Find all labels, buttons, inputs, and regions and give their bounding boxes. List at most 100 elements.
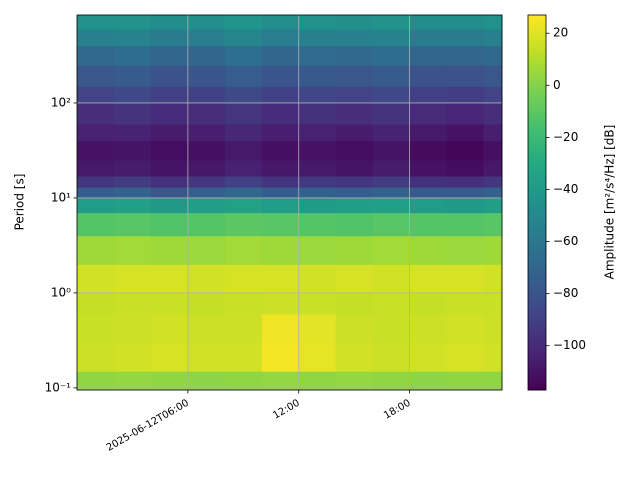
colorbar-segment [528,40,546,44]
heatmap-cell [335,65,374,87]
heatmap-cell [298,15,337,30]
heatmap-cell [446,235,485,265]
heatmap-cell [298,187,337,199]
heatmap-cell [261,371,300,391]
heatmap-cell [150,45,189,66]
colorbar-segment [528,105,546,110]
colorbar-segment [528,240,546,244]
colorbar-segment [528,68,546,72]
heatmap-cell [372,176,411,188]
heatmap-cell [261,264,300,294]
colorbar-segment [528,377,546,382]
heatmap-cell [224,235,263,265]
y-tick-label: 10⁰ [51,285,71,299]
colorbar-segment [528,111,546,116]
heatmap-cell [187,45,226,66]
heatmap-cell [77,29,115,47]
colorbar-segment [528,36,546,41]
colorbar-segment [528,174,546,178]
heatmap-cell [409,212,448,237]
heatmap-cell [77,292,115,315]
colorbar-segment [528,283,546,288]
colorbar-segment [528,193,546,197]
heatmap-cell [483,342,503,372]
colorbar-tick-label: −40 [553,182,578,196]
colorbar-tick-label: −100 [553,338,586,352]
heatmap-cell [77,197,115,214]
heatmap-cell [261,140,300,161]
heatmap-cell [224,197,263,214]
colorbar-segment [528,290,546,294]
heatmap-cell [113,313,152,344]
heatmap-cell [446,176,485,188]
colorbar-segment [528,358,546,363]
heatmap-cell [298,212,337,237]
heatmap-cell [187,176,226,188]
heatmap-cell [372,15,411,30]
heatmap-cell [77,371,115,391]
colorbar-segment [528,330,546,335]
heatmap-cell [261,212,300,237]
heatmap-cell [77,65,115,87]
heatmap-cell [483,235,503,265]
colorbar-tick-label: −80 [553,286,578,300]
colorbar-segment [528,371,546,375]
heatmap-cell [150,187,189,199]
heatmap-cell [187,187,226,199]
heatmap-cell [372,140,411,161]
colorbar-tick-label: −20 [553,130,578,144]
heatmap-cell [335,342,374,372]
heatmap-cell [224,124,263,142]
colorbar-segment [528,299,546,303]
heatmap-cell [150,371,189,391]
heatmap-cell [187,86,226,104]
colorbar-segment [528,74,546,78]
colorbar-segment [528,286,546,291]
heatmap-cell [77,212,115,237]
colorbar-segment [528,55,546,60]
heatmap-cell [409,140,448,161]
heatmap-cell [335,292,374,315]
colorbar-segment [528,33,546,38]
heatmap-cell [224,65,263,87]
colorbar-segment [528,333,546,338]
heatmap-cell [409,160,448,177]
heatmap-cell [446,102,485,125]
heatmap-cell [113,176,152,188]
heatmap-cell [113,15,152,30]
colorbar-segment [528,355,546,360]
heatmap-cell [187,197,226,214]
heatmap-cell [483,313,503,344]
colorbar-segment [528,302,546,307]
heatmap-cell [483,102,503,125]
heatmap-cell [113,160,152,177]
colorbar-segment [528,155,546,160]
colorbar-segment [528,352,546,357]
heatmap-cell [298,102,337,125]
colorbar-segment [528,146,546,150]
heatmap-cell [335,160,374,177]
colorbar-segment [528,121,546,125]
colorbar-segment [528,93,546,97]
heatmap-cell [446,371,485,391]
colorbar-segment [528,190,546,194]
heatmap-cell [372,371,411,391]
colorbar-segment [528,27,546,32]
heatmap-cell [77,264,115,294]
heatmap-cell [372,102,411,125]
heatmap-cell [372,45,411,66]
heatmap-cell [113,371,152,391]
colorbar-segment [528,15,546,19]
heatmap-cell [483,65,503,87]
colorbar-segment [528,255,546,260]
colorbar-segment [528,136,546,141]
heatmap-cell [113,140,152,161]
x-tick-label: 2025-06-12T06:00 [105,398,191,454]
colorbar-frame [527,14,547,391]
colorbar-segment [528,99,546,103]
colorbar-segment [528,296,546,300]
heatmap-cell [187,140,226,161]
heatmap-cell [187,29,226,47]
colorbar-segment [528,305,546,310]
heatmap-cell [335,45,374,66]
